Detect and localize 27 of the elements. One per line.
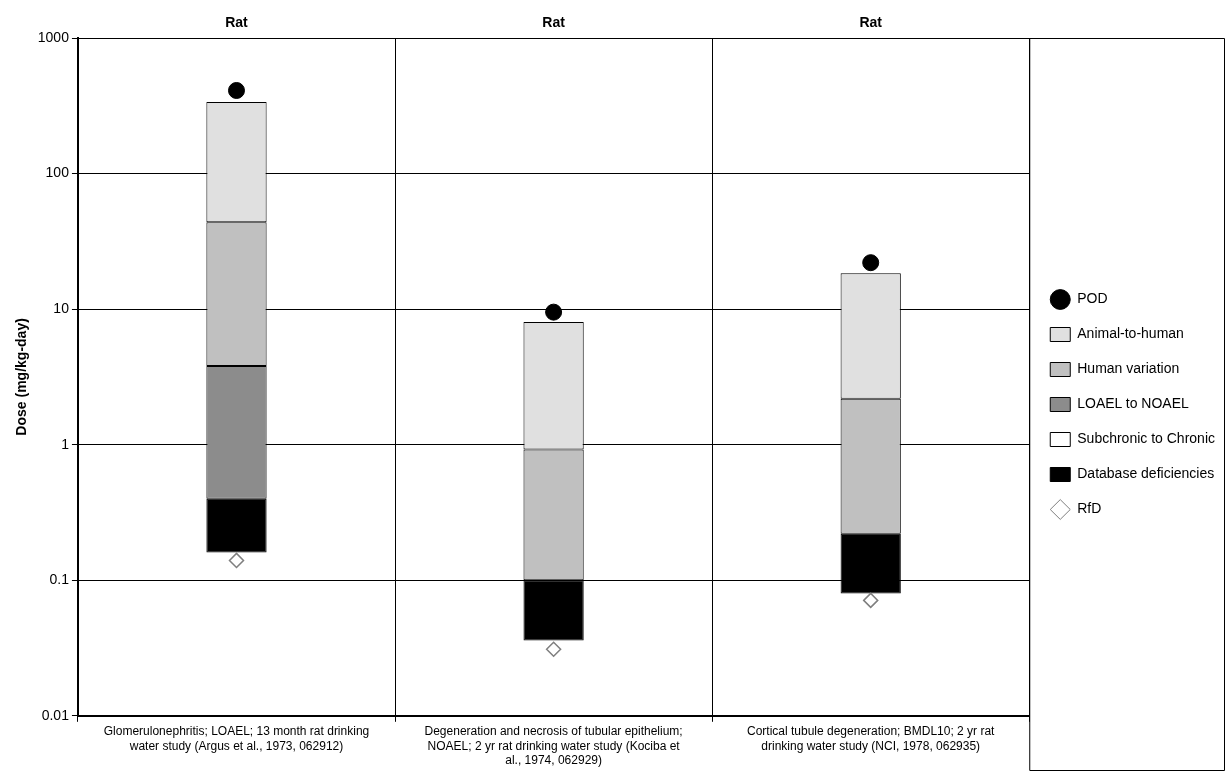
bar — [206, 498, 267, 553]
x-tick-label: Cortical tubule degeneration; BMDL10; 2 yr rat drinking water study (NCI, 1978, 062935) — [746, 724, 996, 753]
legend-label: Database deficiencies — [1077, 465, 1215, 482]
legend-label: POD — [1077, 290, 1108, 307]
y-tick-label: 0.01 — [41, 706, 70, 723]
legend-label: Human variation — [1077, 360, 1180, 377]
point — [545, 303, 563, 321]
text: Rat — [225, 13, 249, 30]
legend-label: LOAEL to NOAEL — [1077, 395, 1190, 412]
text: Rat — [542, 13, 566, 30]
legend-label: Subchronic to Chronic — [1077, 430, 1216, 447]
point — [862, 592, 879, 609]
x-tick-label: Degeneration and necrosis of tubular epithelium; NOAEL; 2 yr rat drinking water study (Kociba et al., 1974, 062929) — [424, 724, 683, 768]
legend-label: Animal-to-human — [1077, 325, 1184, 342]
x-tick-label: Glomerulonephritis; LOAEL; 13 month rat drinking water study (Argus et al., 1973, 062912) — [103, 724, 370, 753]
legend-label: RfD — [1077, 500, 1102, 517]
point — [228, 552, 245, 569]
y-tick-label: 1 — [61, 435, 70, 452]
point — [228, 81, 245, 99]
y-tick-label: 1000 — [37, 28, 70, 45]
y-tick-label: 100 — [45, 164, 70, 181]
text: Rat — [859, 13, 883, 30]
point — [862, 254, 880, 272]
y-tick-label: 0.1 — [49, 571, 70, 588]
point — [545, 641, 562, 657]
y-axis-title: Dose (mg/kg-day) — [13, 318, 30, 436]
y-tick-label: 10 — [53, 299, 70, 316]
